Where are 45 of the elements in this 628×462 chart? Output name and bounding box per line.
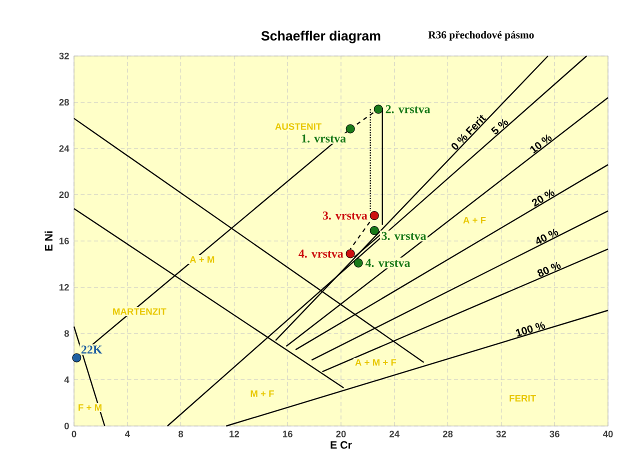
annotation: F + M: [78, 404, 102, 411]
text: 5 %: [490, 118, 508, 134]
series-label: 3. vrstva: [322, 212, 368, 220]
annotation: AUSTENIT: [275, 123, 322, 130]
y-axis-title: E Ni: [44, 231, 52, 251]
y-tick-label: 16: [59, 238, 69, 244]
series-label: 22K: [81, 346, 102, 354]
text: 10 %: [530, 134, 552, 154]
y-tick-label: 20: [59, 191, 69, 198]
x-tick-label: 32: [496, 430, 506, 438]
y-tick-label: 28: [59, 98, 69, 106]
y-tick-label: 0: [64, 422, 69, 430]
y-tick-label: 4: [64, 376, 70, 383]
annotation: M + F: [250, 390, 274, 397]
series-label: 1. vrstva: [302, 134, 346, 143]
x-tick-label: 40: [602, 430, 613, 438]
series-label: 3. vrstva: [382, 232, 426, 240]
x-tick-label: 12: [230, 430, 240, 438]
annotation: A + M + F: [355, 359, 396, 366]
text: 100 %: [516, 322, 546, 337]
chart-subtitle: R36 přechodové pásmo: [428, 30, 534, 41]
x-tick-label: 20: [336, 430, 346, 438]
y-tick-label: 32: [59, 52, 69, 60]
y-tick-label: 12: [59, 284, 69, 291]
x-axis-title: E Cr: [330, 441, 352, 449]
x-tick-label: 36: [550, 430, 560, 438]
x-tick-label: 8: [178, 430, 184, 438]
text: 80 %: [537, 262, 561, 277]
text: 20 %: [532, 189, 555, 207]
series-label: 4. vrstva: [298, 250, 344, 258]
x-tick-label: 24: [390, 430, 400, 438]
annotation: A + M: [190, 256, 214, 263]
series-label: 2. vrstva: [386, 105, 430, 114]
chart-title: Schaeffler diagram: [261, 30, 380, 44]
y-tick-label: 24: [59, 145, 70, 152]
x-tick-label: 0: [72, 430, 76, 438]
annotation: FERIT: [510, 395, 536, 402]
x-tick-label: 28: [442, 430, 453, 438]
series-label: 4. vrstva: [365, 258, 410, 267]
x-tick-label: 16: [282, 430, 292, 438]
annotation: A + F: [463, 216, 486, 224]
text: 40 %: [536, 228, 558, 244]
annotation: MARTENZIT: [113, 308, 166, 315]
x-tick-label: 4: [124, 430, 130, 438]
y-tick-label: 8: [64, 330, 69, 337]
